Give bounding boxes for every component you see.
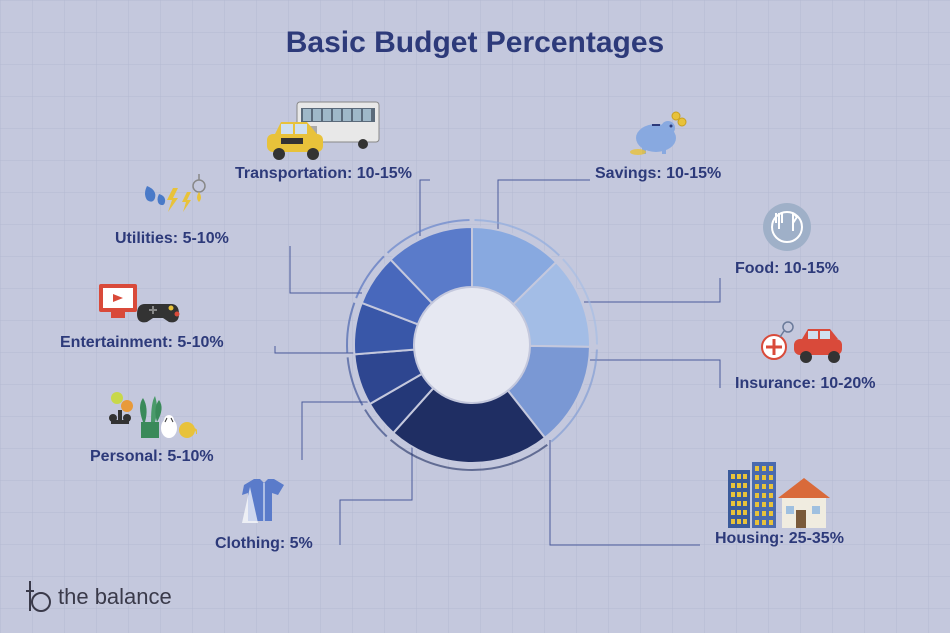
plant-ball-icon — [90, 388, 214, 442]
category-label: Entertainment: 5-10% — [60, 334, 224, 352]
category-label: Clothing: 5% — [215, 535, 313, 553]
category-savings: Savings: 10-15% — [595, 105, 721, 183]
balance-logo-icon — [26, 581, 52, 613]
bolt-drop-icon — [115, 170, 229, 224]
category-insurance: Insurance: 10-20% — [735, 315, 876, 393]
category-personal: Personal: 5-10% — [90, 388, 214, 466]
category-clothing: Clothing: 5% — [215, 475, 313, 553]
game-icon — [60, 274, 224, 328]
category-label: Housing: 25-35% — [715, 530, 844, 548]
category-label: Transportation: 10-15% — [235, 165, 412, 183]
category-label: Savings: 10-15% — [595, 165, 721, 183]
plate-icon — [735, 200, 839, 254]
category-label: Personal: 5-10% — [90, 448, 214, 466]
brand-logo: the balance — [26, 581, 172, 613]
car-cross-icon — [735, 315, 876, 369]
category-housing: Housing: 25-35% — [715, 470, 844, 548]
category-entertainment: Entertainment: 5-10% — [60, 274, 224, 352]
donut-chart — [342, 215, 602, 475]
category-label: Utilities: 5-10% — [115, 230, 229, 248]
chart-title: Basic Budget Percentages — [0, 26, 950, 60]
shirt-icon — [215, 475, 313, 529]
brand-text: the balance — [58, 584, 172, 610]
piggy-bank-icon — [595, 105, 721, 159]
category-label: Food: 10-15% — [735, 260, 839, 278]
category-food: Food: 10-15% — [735, 200, 839, 278]
category-utilities: Utilities: 5-10% — [115, 170, 229, 248]
category-label: Insurance: 10-20% — [735, 375, 876, 393]
buildings-icon — [715, 470, 844, 524]
category-transportation: Transportation: 10-15% — [235, 105, 412, 183]
bus-car-icon — [235, 105, 412, 159]
